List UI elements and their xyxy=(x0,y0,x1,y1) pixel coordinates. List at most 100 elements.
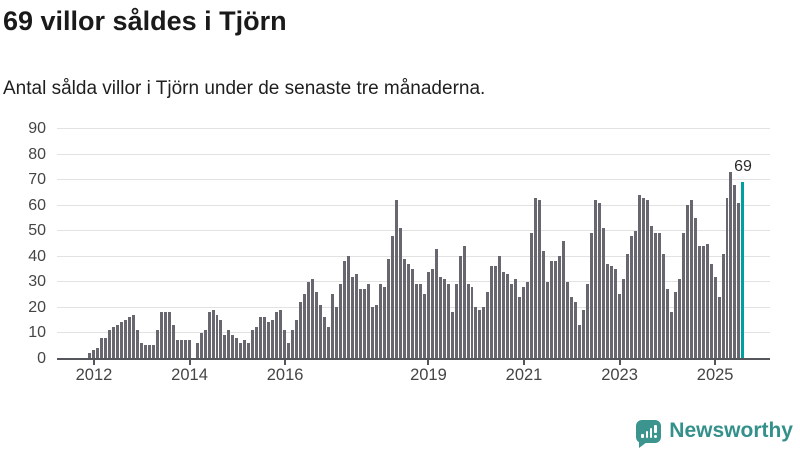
bar xyxy=(311,279,315,358)
bar xyxy=(594,200,597,358)
bar xyxy=(219,319,223,358)
bar xyxy=(717,296,721,358)
bar-series xyxy=(88,129,745,358)
bar xyxy=(343,261,346,358)
bar xyxy=(103,337,107,358)
bar xyxy=(657,233,661,358)
y-axis-label: 30 xyxy=(28,273,46,291)
bar xyxy=(303,294,307,358)
bar xyxy=(370,307,374,358)
bar xyxy=(693,218,697,358)
bar xyxy=(554,261,558,358)
value-annotation: 69 xyxy=(734,158,752,176)
y-axis-label: 70 xyxy=(28,171,46,189)
bar xyxy=(366,284,370,358)
x-axis-label: 2025 xyxy=(696,366,734,384)
bar xyxy=(115,324,119,358)
bar xyxy=(275,312,279,358)
bar xyxy=(171,324,175,358)
bar xyxy=(673,291,677,358)
bar xyxy=(550,261,554,358)
x-axis-label: 2023 xyxy=(601,366,638,384)
bar xyxy=(307,281,311,358)
bar xyxy=(442,279,446,358)
bar xyxy=(661,253,665,358)
bar xyxy=(414,284,418,358)
bar xyxy=(211,309,215,358)
bar xyxy=(725,197,729,358)
plot-area: 69 xyxy=(57,128,770,360)
chart-subtitle: Antal sålda villor i Tjörn under de sena… xyxy=(3,78,486,99)
bar xyxy=(175,340,179,358)
bar xyxy=(390,235,394,358)
exclamation-icon xyxy=(654,425,658,438)
bar xyxy=(259,317,263,358)
bar xyxy=(167,312,171,358)
bar xyxy=(446,284,450,358)
x-axis-line xyxy=(57,358,770,360)
bar xyxy=(586,284,590,358)
bar xyxy=(279,309,283,358)
bar xyxy=(319,304,323,358)
bar xyxy=(223,335,227,358)
bar xyxy=(251,330,255,358)
bar xyxy=(183,340,187,358)
bar xyxy=(398,228,402,358)
bar xyxy=(422,294,426,358)
bar xyxy=(127,317,131,358)
gridline xyxy=(57,230,770,232)
bar xyxy=(382,286,386,358)
tick-mark xyxy=(427,359,430,365)
bar xyxy=(601,228,605,358)
bar xyxy=(271,319,275,358)
bar xyxy=(402,258,406,358)
bar xyxy=(267,322,271,358)
bar xyxy=(689,200,693,358)
bar xyxy=(466,284,470,358)
y-axis-label: 40 xyxy=(28,247,46,265)
bar xyxy=(179,340,183,358)
highlight-bar xyxy=(741,182,745,358)
bar xyxy=(637,195,641,358)
tick-mark xyxy=(188,359,191,365)
bar xyxy=(291,330,295,358)
y-axis-label: 60 xyxy=(28,196,46,214)
bar xyxy=(733,184,737,358)
bar xyxy=(454,284,458,358)
bar xyxy=(123,319,127,358)
tick-mark xyxy=(618,359,621,365)
x-axis-label: 2021 xyxy=(505,366,543,384)
bar xyxy=(350,276,354,358)
bar xyxy=(287,342,291,358)
bar xyxy=(195,342,199,358)
newsworthy-logo: Newsworthy xyxy=(636,419,793,448)
bar xyxy=(605,263,609,358)
bar xyxy=(498,256,502,358)
bar xyxy=(207,312,211,358)
bar xyxy=(406,263,410,358)
bar xyxy=(697,246,701,358)
bar xyxy=(482,307,486,358)
bar xyxy=(546,281,550,358)
bar xyxy=(462,246,466,358)
bar xyxy=(88,352,91,358)
bar xyxy=(629,235,633,358)
bar xyxy=(346,256,350,358)
y-axis-label: 80 xyxy=(28,145,46,163)
bar xyxy=(131,314,135,358)
bar xyxy=(335,307,339,358)
bar xyxy=(613,268,617,358)
bar xyxy=(426,271,430,358)
bar xyxy=(227,330,231,358)
bar xyxy=(374,304,378,358)
x-axis-label: 2016 xyxy=(266,366,304,384)
bar xyxy=(538,200,542,358)
bar xyxy=(203,330,207,358)
bar xyxy=(430,268,434,358)
bar-strip: 69 xyxy=(88,129,752,358)
bar xyxy=(418,284,422,358)
bar xyxy=(394,200,398,358)
bar xyxy=(315,291,319,358)
bar xyxy=(239,342,243,358)
bar xyxy=(645,200,649,358)
